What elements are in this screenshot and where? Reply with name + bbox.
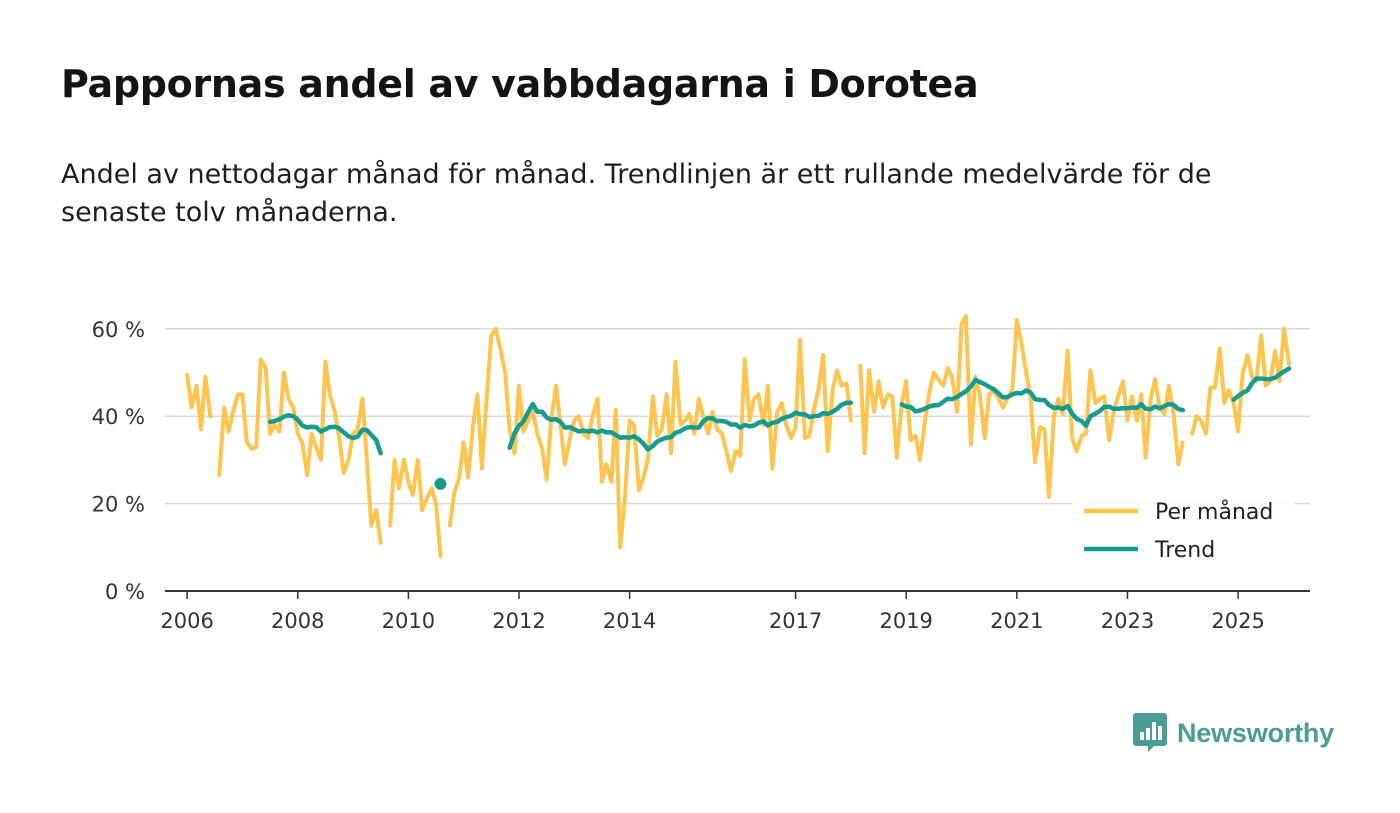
series-line <box>858 313 1185 499</box>
series-line <box>388 457 443 558</box>
y-tick-label: 60 % <box>92 318 145 342</box>
series-line <box>447 326 853 550</box>
series-point <box>434 477 447 490</box>
x-tick-label: 2021 <box>990 609 1043 633</box>
x-tick-label: 2025 <box>1211 609 1264 633</box>
series-line <box>1190 326 1291 436</box>
series-line <box>267 413 383 456</box>
y-tick-label: 20 % <box>92 493 145 517</box>
newsworthy-logo-text: Newsworthy <box>1177 717 1335 748</box>
x-tick-label: 2019 <box>879 609 932 633</box>
x-tick-label: 2023 <box>1101 609 1154 633</box>
legend-label: Per månad <box>1155 499 1273 525</box>
legend: Per månad Trend <box>1072 490 1294 578</box>
series-line <box>217 357 383 545</box>
series-line <box>507 400 854 452</box>
x-tick-label: 2012 <box>492 609 545 633</box>
chart-title: Pappornas andel av vabbdagarna i Dorotea <box>61 62 979 106</box>
series-lines <box>185 313 1292 558</box>
newsworthy-logo-icon <box>1133 713 1167 752</box>
x-axis: 2006 2008 2010 2012 2014 2017 2019 2021 2023 2025 <box>160 590 1310 633</box>
x-tick-label: 2006 <box>160 609 213 633</box>
legend-label: Trend <box>1154 538 1215 563</box>
y-tick-label: 0 % <box>105 580 145 604</box>
x-tick-label: 2010 <box>382 609 435 633</box>
series-line <box>185 372 213 432</box>
x-tick-label: 2008 <box>271 609 324 633</box>
series-per-manad <box>185 313 1291 558</box>
chart-subtitle: Andel av nettodagar månad för månad. Tre… <box>61 159 1212 228</box>
series-trend <box>267 366 1292 490</box>
newsworthy-logo: Newsworthy <box>1133 713 1334 753</box>
y-axis-ticks: 0 % 20 % 40 % 60 % <box>92 318 145 604</box>
series-line <box>899 377 1186 429</box>
y-tick-label: 40 % <box>92 405 145 429</box>
x-tick-label: 2017 <box>769 609 822 633</box>
legend-background <box>1072 490 1294 578</box>
series-line <box>1231 366 1292 402</box>
x-tick-label: 2014 <box>603 609 656 633</box>
